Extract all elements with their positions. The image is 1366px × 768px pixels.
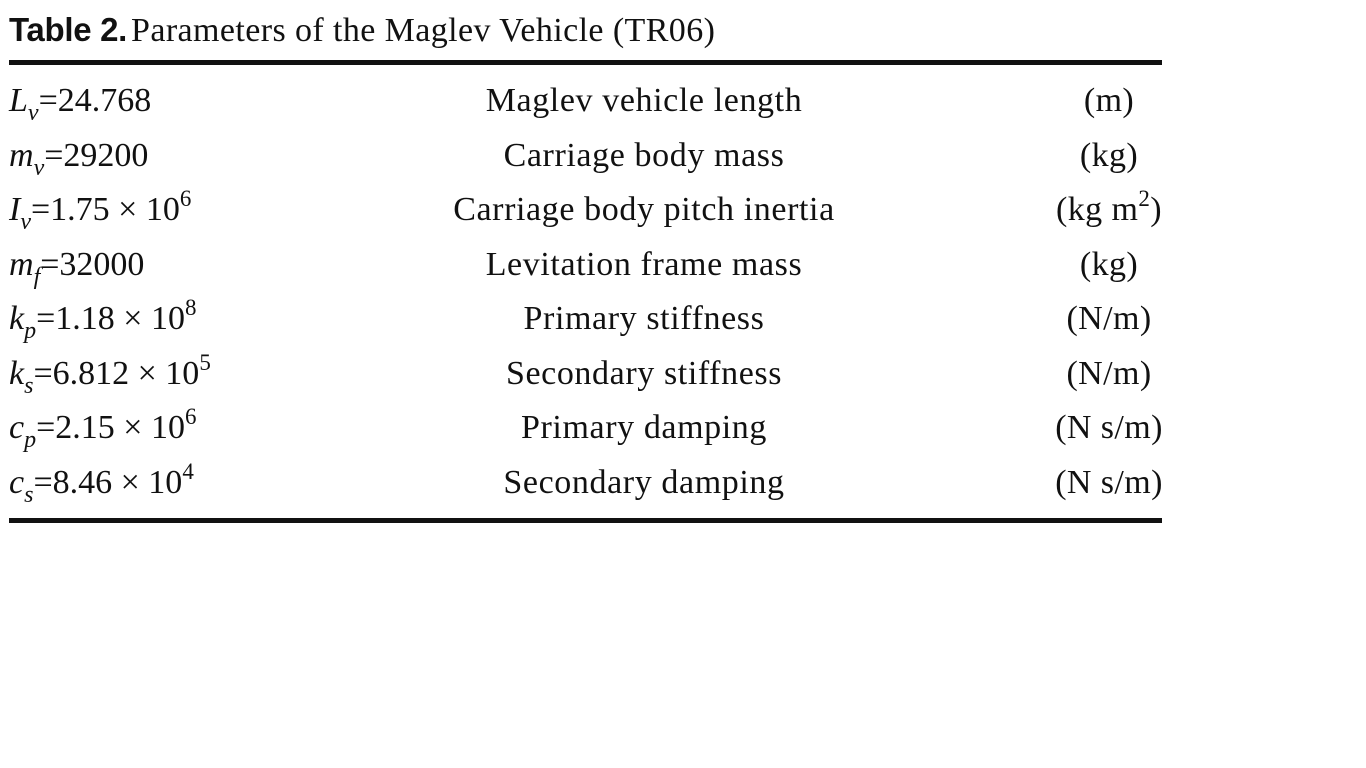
top-rule: [9, 60, 1162, 65]
unit-text: (N/m): [1066, 354, 1152, 392]
parameter-value: 8.46 × 10: [52, 463, 183, 501]
symbol-subscript: v: [20, 209, 31, 235]
parameter-value: 29200: [63, 136, 149, 174]
parameter-unit: (N s/m): [1019, 458, 1199, 508]
parameter-unit: (m): [1019, 76, 1199, 126]
unit-text: (kg): [1079, 136, 1139, 174]
table-caption: Table 2. Parameters of the Maglev Vehicl…: [9, 6, 1162, 58]
caption-label: Table 2.: [9, 11, 128, 48]
table-row: kp=1.18 × 108 Primary stiffness (N/m): [9, 294, 1162, 349]
symbol-subscript: s: [24, 372, 34, 399]
parameter-description: Carriage body pitch inertia: [453, 191, 835, 228]
parameter-value: 6.812 × 10: [52, 354, 200, 392]
symbol-variable: L: [9, 82, 28, 119]
parameter-value: 1.18 × 10: [55, 300, 185, 337]
symbol-variable: m: [9, 245, 34, 283]
table-row: mv=29200 Carriage body mass (kg): [9, 131, 1162, 186]
symbol-subscript: v: [27, 100, 39, 126]
parameter-symbol: kp=1.18 × 108: [9, 294, 196, 344]
table-row: Lv=24.768 Maglev vehicle length (m): [9, 76, 1162, 131]
parameter-symbol: Iv=1.75 × 106: [9, 185, 191, 235]
caption-text: Parameters of the Maglev Vehicle (TR06): [131, 12, 716, 49]
unit-text: (m): [1083, 82, 1135, 119]
equals-sign: =: [33, 354, 53, 392]
value-exponent: 4: [182, 458, 194, 484]
parameter-symbol: mv=29200: [9, 131, 148, 181]
parameter-symbol: ks=6.812 × 105: [9, 349, 211, 399]
parameter-description: Secondary damping: [503, 463, 785, 501]
parameter-description: Maglev vehicle length: [485, 82, 803, 119]
symbol-variable: I: [9, 191, 21, 228]
parameter-description: Primary damping: [520, 409, 768, 446]
symbol-subscript: p: [24, 318, 37, 344]
parameter-unit: (N/m): [1019, 349, 1199, 399]
parameter-value: 2.15 × 10: [55, 409, 185, 446]
equals-sign: =: [36, 409, 56, 446]
unit-closing: ): [1150, 191, 1162, 228]
unit-text: (N/m): [1066, 300, 1152, 337]
parameter-symbol: cp=2.15 × 106: [9, 403, 196, 453]
parameter-value: 24.768: [57, 82, 152, 119]
symbol-variable: k: [9, 354, 25, 392]
parameter-value: 32000: [59, 245, 145, 283]
parameter-symbol: cs=8.46 × 104: [9, 458, 194, 508]
symbol-subscript: p: [24, 427, 37, 453]
parameter-symbol: Lv=24.768: [9, 76, 151, 126]
unit-exponent: 2: [1138, 186, 1151, 211]
bottom-rule: [9, 518, 1162, 523]
equals-sign: =: [30, 191, 51, 228]
table-row: mf=32000 Levitation frame mass (kg): [9, 240, 1162, 295]
symbol-subscript: v: [33, 154, 45, 181]
equals-sign: =: [33, 463, 53, 501]
symbol-variable: k: [9, 300, 25, 337]
unit-text: (kg): [1079, 245, 1139, 283]
equals-sign: =: [44, 136, 64, 174]
symbol-variable: m: [9, 136, 34, 174]
symbol-variable: c: [9, 409, 25, 446]
equals-sign: =: [38, 82, 58, 119]
value-exponent: 6: [179, 186, 192, 211]
parameter-symbol: mf=32000: [9, 240, 144, 290]
parameters-table: Table 2. Parameters of the Maglev Vehicl…: [9, 6, 1162, 523]
parameter-value: 1.75 × 10: [50, 191, 180, 228]
unit-text: (kg m: [1056, 191, 1139, 228]
table-body: Lv=24.768 Maglev vehicle length (m) mv=2920…: [9, 65, 1162, 518]
unit-text: (N s/m): [1055, 409, 1163, 446]
parameter-description: Secondary stiffness: [505, 354, 783, 392]
parameter-unit: (N s/m): [1019, 403, 1199, 453]
parameter-unit: (kg m2): [1019, 185, 1199, 235]
parameter-description: Primary stiffness: [523, 300, 765, 337]
equals-sign: =: [40, 245, 60, 283]
symbol-subscript: s: [24, 481, 34, 508]
value-exponent: 8: [184, 295, 197, 320]
parameter-unit: (kg): [1019, 131, 1199, 181]
parameter-unit: (kg): [1019, 240, 1199, 290]
table-row: Iv=1.75 × 106 Carriage body pitch inertia…: [9, 185, 1162, 240]
table-row: cp=2.15 × 106 Primary damping (N s/m): [9, 403, 1162, 458]
unit-text: (N s/m): [1055, 463, 1163, 501]
symbol-variable: c: [9, 463, 25, 501]
equals-sign: =: [36, 300, 56, 337]
value-exponent: 5: [199, 349, 211, 375]
symbol-subscript: f: [33, 263, 41, 290]
parameter-unit: (N/m): [1019, 294, 1199, 344]
table-row: cs=8.46 × 104 Secondary damping (N s/m): [9, 458, 1162, 513]
value-exponent: 6: [184, 404, 197, 429]
table-row: ks=6.812 × 105 Secondary stiffness (N/m): [9, 349, 1162, 404]
parameter-description: Levitation frame mass: [485, 245, 803, 283]
parameter-description: Carriage body mass: [503, 136, 785, 174]
